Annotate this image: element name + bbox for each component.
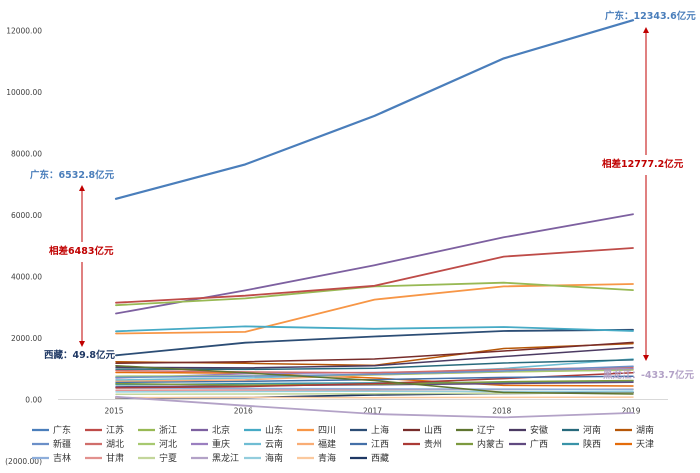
- legend-label-陕西: 陕西: [583, 438, 601, 450]
- series-line-黑龙江[interactable]: [115, 395, 634, 419]
- series-layer: [114, 19, 635, 419]
- series-line-河南[interactable]: [115, 359, 634, 371]
- legend-label-辽宁: 辽宁: [477, 424, 495, 436]
- legend-label-江苏: 江苏: [106, 424, 124, 436]
- x-tick-label: 2017: [363, 407, 382, 416]
- legend-label-广东: 广东: [53, 424, 71, 436]
- legend-label-贵州: 贵州: [424, 438, 442, 450]
- y-tick-label: 2000.00: [11, 334, 42, 343]
- legend-label-江西: 江西: [371, 439, 389, 450]
- legend-label-湖南: 湖南: [636, 424, 654, 436]
- series-line-江西[interactable]: [115, 375, 634, 384]
- legend-label-山西: 山西: [424, 425, 442, 436]
- annotation-difference-2015: 相差6483亿元: [49, 245, 114, 257]
- legend-label-河北: 河北: [159, 438, 177, 450]
- legend-label-宁夏: 宁夏: [159, 452, 177, 464]
- legend-label-云南: 云南: [265, 438, 283, 450]
- series-line-新疆[interactable]: [115, 365, 634, 379]
- legend-label-新疆: 新疆: [53, 438, 71, 450]
- series-line-四川[interactable]: [115, 283, 634, 335]
- axis-layer: (2000.00) 0.00 2000.00 4000.00 6000.00 8000.0…: [5, 27, 668, 466]
- y-tick-label: 0.00: [25, 396, 42, 405]
- y-tick-label: 8000.00: [11, 150, 42, 159]
- series-line-上海[interactable]: [115, 328, 634, 357]
- legend-label-内蒙古: 内蒙古: [477, 438, 504, 450]
- legend-label-吉林: 吉林: [53, 452, 71, 464]
- annotation-layer: 广东：6532.8亿元 广东：12343.6亿元西藏：49.8亿元黑龙江：-433…: [30, 10, 696, 381]
- series-line-江苏[interactable]: [115, 247, 634, 304]
- legend-label-四川: 四川: [318, 426, 336, 436]
- series-line-吉林[interactable]: [115, 387, 634, 391]
- legend-label-青海: 青海: [318, 452, 336, 464]
- legend-label-北京: 北京: [212, 424, 230, 436]
- series-line-广东[interactable]: [114, 19, 635, 200]
- x-tick-label: 2018: [492, 407, 511, 416]
- legend-label-湖北: 湖北: [106, 439, 124, 450]
- y-tick-label: 4000.00: [11, 273, 42, 282]
- series-line-天津[interactable]: [115, 371, 634, 387]
- series-line-山东[interactable]: [115, 325, 634, 333]
- series-line-青海[interactable]: [115, 396, 634, 399]
- legend-label-福建: 福建: [318, 438, 336, 450]
- legend-label-黑龙江: 黑龙江: [212, 452, 239, 464]
- series-line-海南[interactable]: [115, 390, 634, 393]
- legend-label-浙江: 浙江: [159, 424, 177, 436]
- series-line-安徽[interactable]: [115, 346, 634, 369]
- y-tick-label: 10000.00: [6, 88, 42, 97]
- legend-label-上海: 上海: [371, 424, 389, 436]
- legend-label-天津: 天津: [636, 439, 654, 450]
- series-line-辽宁[interactable]: [115, 364, 634, 395]
- annotation-tibet-start: 西藏：49.8亿元: [44, 349, 115, 361]
- series-line-山西[interactable]: [115, 341, 634, 365]
- y-tick-label: 12000.00: [6, 27, 42, 36]
- legend-label-山东: 山东: [265, 424, 283, 436]
- legend-label-安徽: 安徽: [530, 424, 548, 436]
- legend-label-甘肃: 甘肃: [106, 452, 124, 464]
- x-tick-label: 2015: [104, 407, 123, 416]
- annotation-guangdong-end: 广东：12343.6亿元: [605, 10, 696, 22]
- x-tick-label: 2016: [234, 407, 253, 416]
- y-tick-label: (2000.00): [5, 457, 42, 466]
- y-tick-label: 6000.00: [11, 211, 42, 220]
- legend-label-海南: 海南: [265, 452, 283, 464]
- annotation-difference-2019: 相差12777.2亿元: [602, 158, 684, 170]
- annotation-guangdong-start: 广东：6532.8亿元: [30, 169, 115, 181]
- legend-label-河南: 河南: [583, 424, 601, 436]
- legend-label-广西: 广西: [530, 438, 548, 450]
- x-tick-label: 2019: [621, 407, 640, 416]
- legend-label-西藏: 西藏: [371, 452, 389, 464]
- annotation-heilongjiang-end: 黑龙江：-433.7亿元: [603, 369, 694, 381]
- legend-label-重庆: 重庆: [212, 438, 230, 450]
